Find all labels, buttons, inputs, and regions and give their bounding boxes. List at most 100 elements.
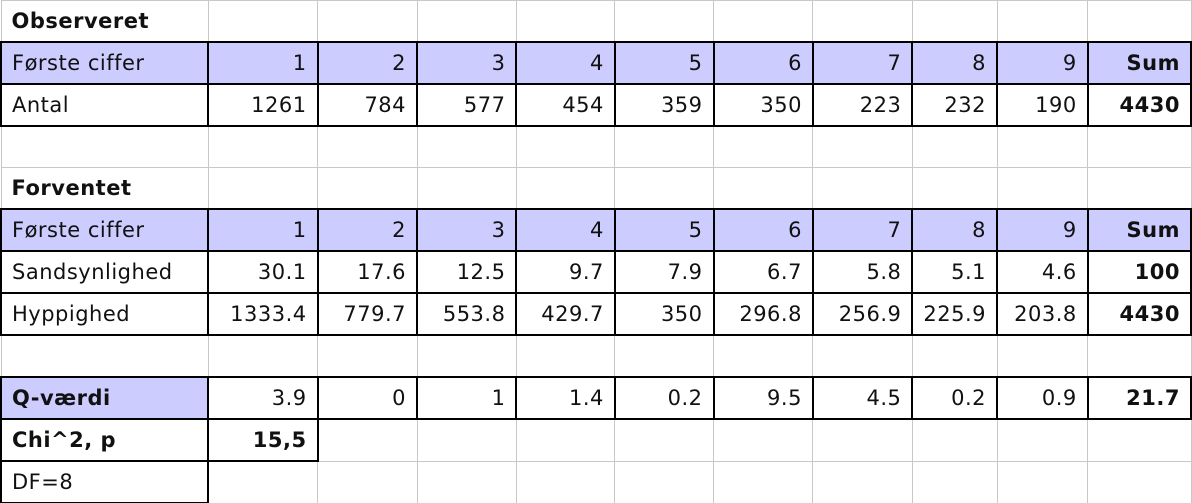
empty-cell: [713, 418, 814, 462]
cell: 779.7: [316, 292, 419, 336]
cell: 5: [613, 41, 715, 85]
cell: 100: [1086, 250, 1192, 294]
cell: Sandsynlighed: [0, 250, 210, 294]
empty-cell: [911, 167, 998, 210]
empty-cell: [416, 460, 517, 503]
cell: 225.9: [911, 292, 998, 336]
cell: 1261: [207, 83, 319, 127]
empty-cell: [911, 125, 998, 168]
cell: 15,5: [207, 418, 319, 462]
cell: 9.7: [515, 250, 616, 294]
row: Antal 1261 784 577 454 359 350 223 232 190 4430: [0, 83, 1192, 127]
empty-cell: [317, 460, 418, 503]
empty-cell: [0, 125, 209, 168]
empty-cell: [996, 460, 1089, 503]
cell: 9.5: [712, 376, 814, 420]
cell: 12.5: [416, 250, 518, 294]
cell: Første ciffer: [0, 41, 210, 85]
empty-cell: [416, 0, 517, 43]
row: Q-værdi 3.9 0 1 1.4 0.2 9.5 4.5 0.2 0.9 21.7: [0, 376, 1192, 420]
cell: 454: [515, 83, 616, 127]
cell: 4.6: [996, 250, 1089, 294]
empty-cell: [1087, 460, 1192, 503]
cell: 6: [712, 208, 814, 252]
cell: 9: [996, 208, 1089, 252]
empty-cell: [996, 125, 1089, 168]
empty-cell: [614, 0, 715, 43]
cell: 7: [811, 41, 914, 85]
cell: 784: [316, 83, 419, 127]
empty-cell: [713, 167, 814, 210]
empty-cell: [416, 418, 517, 462]
empty-cell: [1087, 418, 1192, 462]
empty-cell: [515, 125, 616, 168]
empty-cell: [0, 334, 209, 378]
empty-cell: [515, 418, 616, 462]
cell: 1333.4: [207, 292, 319, 336]
cell: 350: [613, 292, 715, 336]
cell: 3: [416, 41, 518, 85]
row: DF=8: [0, 460, 1192, 503]
row: Forventet: [0, 167, 1192, 210]
empty-cell: [614, 167, 715, 210]
empty-cell: [996, 0, 1089, 43]
empty-cell: [812, 334, 913, 378]
cell: 5.1: [911, 250, 998, 294]
empty-cell: [996, 418, 1089, 462]
cell: 7: [811, 208, 914, 252]
cell: 203.8: [996, 292, 1089, 336]
cell: 359: [613, 83, 715, 127]
cell: 190: [996, 83, 1089, 127]
row: [0, 334, 1192, 378]
empty-cell: [207, 167, 319, 210]
cell: 5.8: [811, 250, 914, 294]
cell: 1: [207, 208, 319, 252]
cell: 3: [416, 208, 518, 252]
cell: Antal: [0, 83, 210, 127]
empty-cell: [911, 334, 998, 378]
row: Sandsynlighed 30.1 17.6 12.5 9.7 7.9 6.7 5.8 5.1…: [0, 250, 1192, 294]
cell: Forventet: [0, 167, 209, 210]
row: Hyppighed 1333.4 779.7 553.8 429.7 350 296.8 25…: [0, 292, 1192, 336]
empty-cell: [207, 460, 319, 503]
empty-cell: [911, 418, 998, 462]
empty-cell: [996, 334, 1089, 378]
cell: 30.1: [207, 250, 319, 294]
empty-cell: [416, 125, 517, 168]
empty-cell: [812, 0, 913, 43]
cell: Chi^2, p: [0, 418, 210, 462]
cell: 0.2: [613, 376, 715, 420]
cell: Sum: [1086, 41, 1192, 85]
empty-cell: [614, 334, 715, 378]
cell: 223: [811, 83, 914, 127]
row: Observeret: [0, 0, 1192, 43]
empty-cell: [812, 125, 913, 168]
cell: 577: [416, 83, 518, 127]
cell: 4: [515, 208, 616, 252]
cell: 0: [316, 376, 419, 420]
empty-cell: [207, 0, 319, 43]
empty-cell: [207, 125, 319, 168]
empty-cell: [207, 334, 319, 378]
row: Første ciffer 1 2 3 4 5 6 7 8 9 Sum: [0, 208, 1192, 252]
empty-cell: [713, 460, 814, 503]
cell: 8: [911, 41, 998, 85]
empty-cell: [317, 0, 418, 43]
empty-cell: [614, 125, 715, 168]
empty-cell: [713, 334, 814, 378]
empty-cell: [614, 418, 715, 462]
empty-cell: [1087, 334, 1192, 378]
empty-cell: [416, 167, 517, 210]
empty-cell: [1087, 167, 1192, 210]
cell: 9: [996, 41, 1089, 85]
empty-cell: [614, 460, 715, 503]
cell: 4.5: [811, 376, 914, 420]
cell: 21.7: [1086, 376, 1192, 420]
cell: 4430: [1086, 292, 1192, 336]
empty-cell: [812, 460, 913, 503]
empty-cell: [515, 167, 616, 210]
empty-cell: [416, 334, 517, 378]
cell: Sum: [1086, 208, 1192, 252]
empty-cell: [996, 167, 1089, 210]
